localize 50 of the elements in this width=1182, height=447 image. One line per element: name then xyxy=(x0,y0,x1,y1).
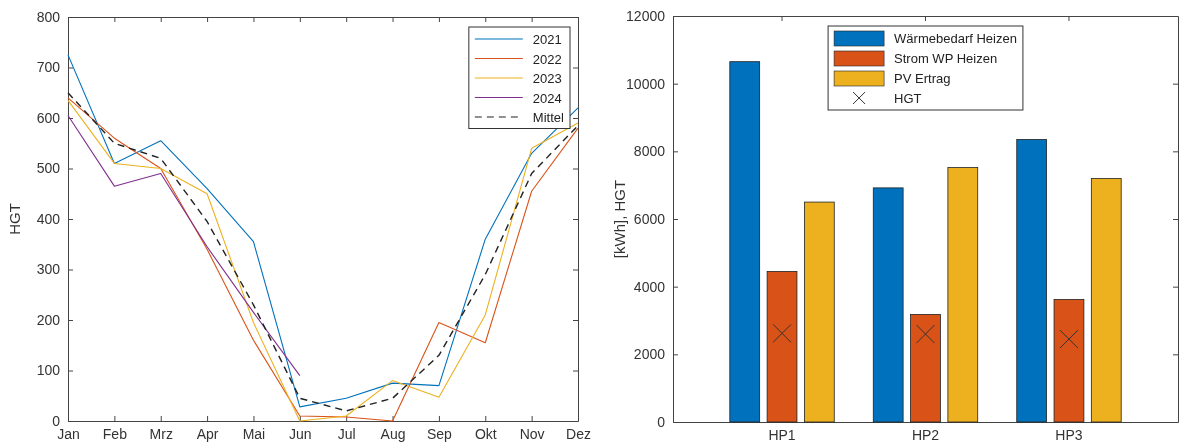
y-tick-label: 700 xyxy=(36,59,61,76)
y-tick-label: 2000 xyxy=(633,346,666,363)
legend-label: 2021 xyxy=(532,32,562,47)
legend-label: PV Ertrag xyxy=(894,71,951,86)
bar xyxy=(766,271,798,423)
x-tick-label: Okt xyxy=(474,425,497,442)
x-tick-label: HP2 xyxy=(911,426,940,443)
y-tick-label: 200 xyxy=(36,311,61,328)
y-axis-title: [kWh], HGT xyxy=(611,179,628,259)
legend-label: 2023 xyxy=(532,71,562,86)
y-tick-label: 6000 xyxy=(633,210,666,227)
y-tick-label: 12000 xyxy=(626,7,666,24)
x-tick-label: Nov xyxy=(519,425,545,442)
legend-label: Wärmebedarf Heizen xyxy=(894,31,1017,46)
x-tick-label: HP3 xyxy=(1055,426,1083,443)
y-tick-label: 10000 xyxy=(626,75,666,92)
legend-label: HGT xyxy=(894,91,922,106)
y-axis-title: HGT xyxy=(6,203,23,235)
legend-label: Mittel xyxy=(532,110,564,125)
legend-label: 2022 xyxy=(532,51,562,67)
bar xyxy=(729,61,761,423)
y-tick-label: 100 xyxy=(36,362,61,379)
x-tick-label: Sep xyxy=(426,425,453,442)
x-tick-label: Apr xyxy=(196,425,219,442)
y-tick-label: 8000 xyxy=(633,143,666,160)
bar xyxy=(1090,178,1122,423)
x-tick-label: Jun xyxy=(289,425,312,442)
y-tick-label: 300 xyxy=(36,261,61,278)
line-series xyxy=(67,114,301,377)
y-tick-label: 400 xyxy=(36,210,61,227)
x-tick-label: Feb xyxy=(102,425,128,442)
x-tick-label: Mai xyxy=(242,425,266,442)
bar xyxy=(804,201,835,423)
bar xyxy=(1053,299,1085,423)
bar xyxy=(910,314,941,423)
legend-label: Strom WP Heizen xyxy=(894,51,998,66)
y-tick-label: 600 xyxy=(36,109,61,126)
bar xyxy=(1016,139,1047,423)
y-tick-label: 4000 xyxy=(633,278,666,295)
x-tick-label: Dez xyxy=(566,425,591,442)
y-tick-label: 0 xyxy=(657,413,666,430)
y-tick-label: 500 xyxy=(36,160,61,177)
x-tick-label: Jul xyxy=(337,425,356,442)
y-tick-label: 800 xyxy=(36,8,61,25)
bar xyxy=(947,167,979,423)
legend-label: 2024 xyxy=(532,90,562,106)
x-tick-label: Mrz xyxy=(149,425,173,442)
x-tick-label: HP1 xyxy=(768,426,796,443)
x-tick-label: Aug xyxy=(380,425,406,442)
bar xyxy=(872,187,904,423)
